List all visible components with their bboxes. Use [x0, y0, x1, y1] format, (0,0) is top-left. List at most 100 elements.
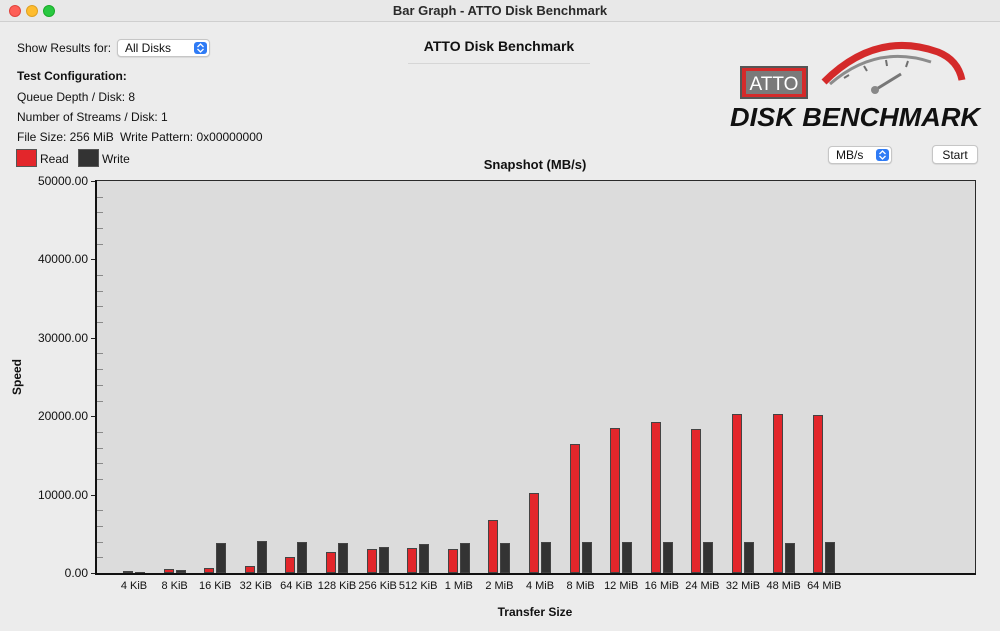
show-results-select[interactable]: All Disks: [117, 39, 210, 57]
x-axis-title: Transfer Size: [497, 605, 573, 619]
window-title: Bar Graph - ATTO Disk Benchmark: [392, 3, 608, 18]
x-tick-label: 8 MiB: [566, 580, 595, 592]
y-minor-tick: [97, 525, 103, 527]
write-bar: [744, 542, 754, 573]
read-legend-label: Read: [40, 152, 69, 166]
y-minor-tick: [97, 384, 103, 386]
y-tick-label: 40000.00: [37, 252, 88, 267]
y-minor-tick: [97, 290, 103, 292]
write-bar: [703, 542, 714, 573]
read-bar: [407, 547, 418, 573]
x-tick-label: 16 KiB: [198, 580, 232, 592]
chart-title: Snapshot (MB/s): [483, 157, 587, 172]
start-button[interactable]: Start: [932, 145, 978, 164]
read-bar: [691, 428, 702, 573]
write-bar: [256, 540, 267, 573]
read-bar: [366, 549, 377, 573]
y-minor-tick: [97, 478, 103, 480]
y-minor-tick: [97, 400, 103, 402]
x-tick-label: 2 MiB: [485, 580, 514, 592]
y-major-tick: [91, 416, 96, 418]
read-bar: [285, 557, 296, 573]
write-bar: [297, 541, 308, 573]
y-tick-label: 0.00: [64, 566, 88, 580]
close-window-button[interactable]: [9, 5, 21, 17]
y-tick-label: 50000.00: [37, 174, 88, 188]
x-tick-label: 512 KiB: [398, 580, 438, 592]
x-tick-label: 32 KiB: [239, 580, 272, 592]
queue-depth-text: Queue Depth / Disk: 8: [17, 90, 136, 104]
x-tick-label: 64 KiB: [280, 580, 313, 592]
read-bar: [529, 493, 539, 573]
y-tick-label: 20000.00: [37, 409, 88, 424]
y-minor-tick: [97, 212, 103, 214]
read-bar: [732, 413, 742, 573]
logo-brand-text: ATTO: [750, 74, 799, 95]
units-select[interactable]: MB/s: [828, 146, 892, 164]
y-minor-tick: [97, 541, 103, 543]
x-tick-label: 4 KiB: [120, 580, 148, 592]
read-bar: [244, 566, 255, 573]
y-minor-tick: [97, 353, 103, 355]
read-bar: [204, 567, 215, 573]
y-minor-tick: [97, 369, 103, 371]
x-tick-label: 8 KiB: [161, 580, 188, 592]
y-minor-tick: [97, 510, 103, 512]
y-minor-tick: [97, 228, 103, 230]
x-tick-label: 256 KiB: [358, 580, 397, 592]
y-major-tick: [91, 259, 96, 261]
write-bar: [825, 542, 836, 573]
x-tick-label: 4 MiB: [525, 580, 555, 592]
streams-text: Number of Streams / Disk: 1: [17, 110, 168, 124]
y-minor-tick: [97, 463, 103, 465]
zoom-window-button[interactable]: [43, 5, 55, 17]
write-bar: [662, 542, 673, 573]
write-pattern-text: Write Pattern: 0x00000000: [120, 130, 263, 144]
chevron-updown-icon: [876, 149, 889, 161]
read-bar: [123, 571, 133, 574]
y-minor-tick: [97, 243, 103, 245]
y-minor-tick: [97, 447, 103, 449]
write-legend-swatch: [78, 149, 99, 167]
y-minor-tick: [97, 306, 103, 308]
x-tick-label: 64 MiB: [807, 580, 842, 592]
y-tick-label: 30000.00: [37, 330, 88, 345]
benchmark-header-title: ATTO Disk Benchmark: [423, 38, 575, 54]
x-tick-label: 12 MiB: [604, 580, 639, 592]
x-tick-label: 48 MiB: [766, 580, 801, 592]
x-tick-label: 16 MiB: [644, 580, 679, 592]
show-results-value: All Disks: [125, 41, 172, 55]
x-tick-label: 24 MiB: [685, 580, 720, 592]
header-divider: [408, 63, 590, 64]
x-tick-label: 32 MiB: [725, 580, 761, 592]
title-bar: Bar Graph - ATTO Disk Benchmark: [0, 0, 1000, 22]
read-bar: [163, 569, 174, 573]
write-bar: [419, 543, 430, 573]
write-bar: [175, 570, 186, 573]
read-legend-swatch: [16, 149, 37, 167]
y-major-tick: [91, 494, 96, 496]
write-bar: [784, 543, 795, 573]
write-bar: [500, 543, 511, 573]
write-legend-label: Write: [102, 152, 130, 166]
read-bar: [569, 443, 580, 573]
file-size-text: File Size: 256 MiB: [17, 130, 114, 144]
y-axis-title: Speed: [10, 359, 24, 396]
read-bar: [488, 520, 499, 573]
minimize-window-button[interactable]: [26, 5, 38, 17]
read-bar: [813, 415, 824, 573]
read-bar: [610, 427, 621, 573]
write-bar: [378, 547, 389, 573]
y-minor-tick: [97, 431, 103, 433]
y-minor-tick: [97, 196, 103, 198]
y-minor-tick: [97, 322, 103, 324]
x-tick-label: 128 KiB: [317, 580, 357, 592]
read-bar: [447, 549, 458, 573]
write-bar: [216, 543, 227, 573]
y-major-tick: [91, 573, 96, 574]
units-value: MB/s: [836, 148, 864, 162]
chevron-updown-icon: [194, 42, 207, 54]
y-major-tick: [91, 181, 96, 182]
read-bar: [326, 551, 336, 573]
y-tick-label: 10000.00: [37, 487, 88, 502]
